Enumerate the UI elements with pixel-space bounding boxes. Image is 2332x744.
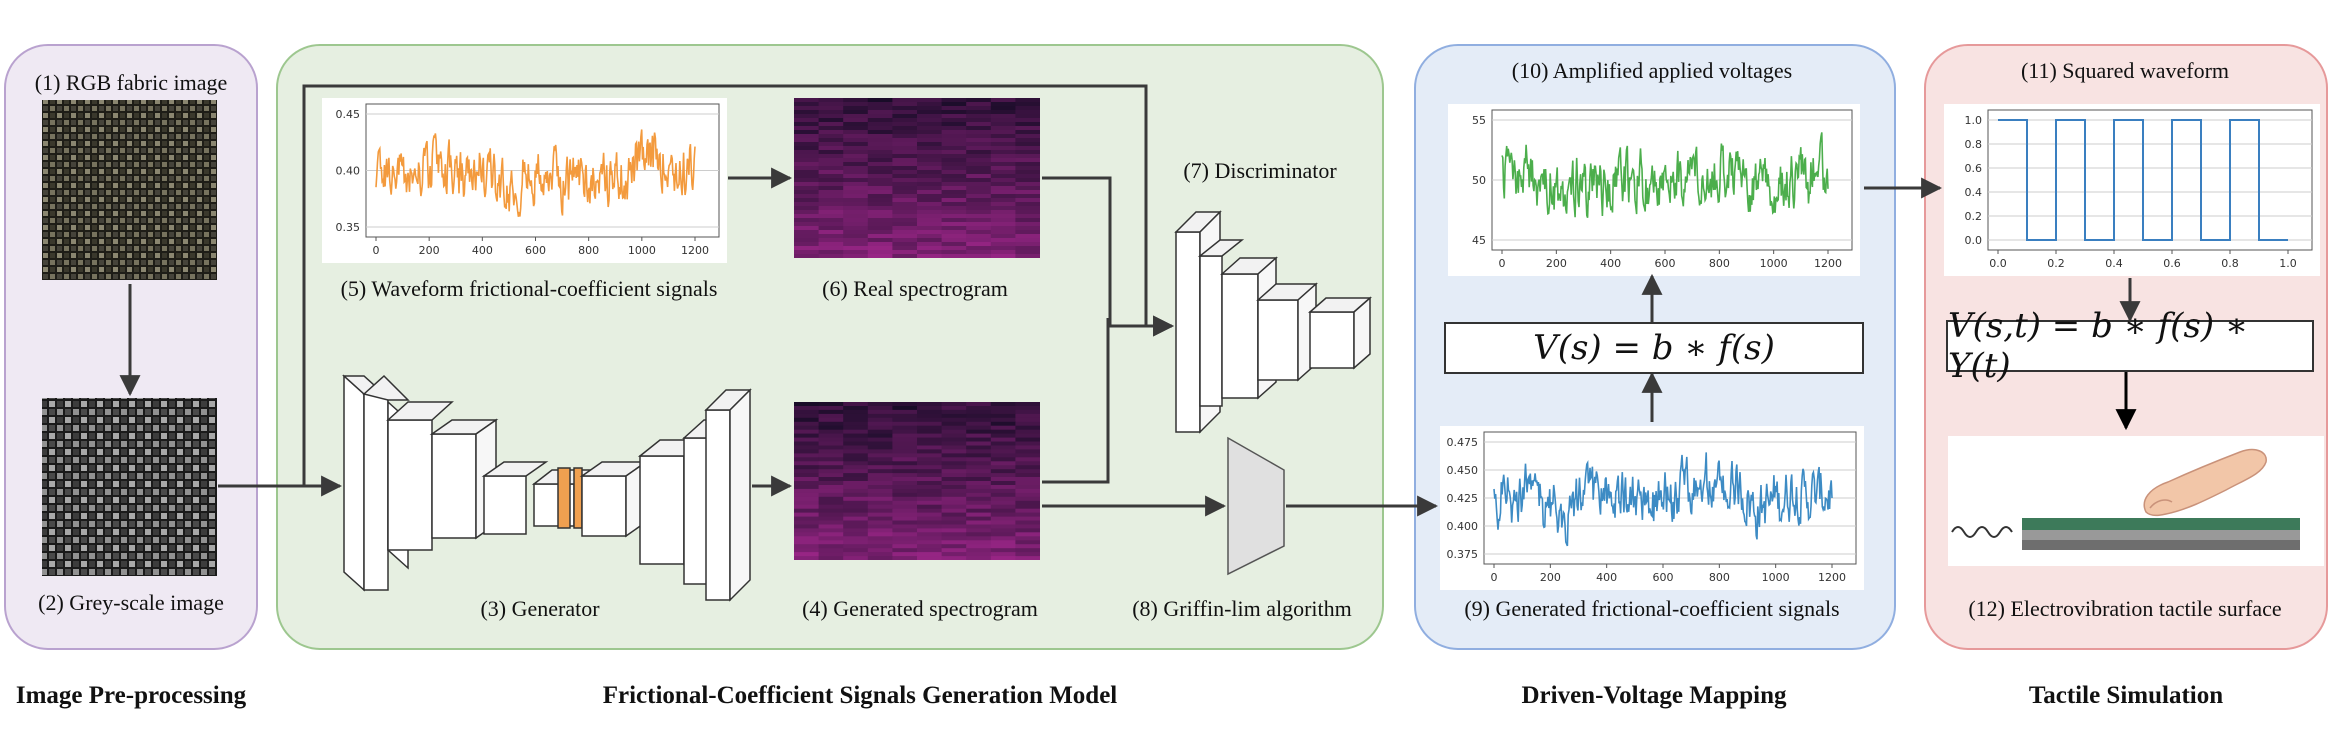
label-real-spectrogram: (6) Real spectrogram	[822, 276, 1008, 301]
label-generated-signals: (9) Generated frictional-coefficient sig…	[1464, 596, 1840, 621]
amplified-voltage-plot: 55 50 45 0 200 400 600 800 1000 1200	[1448, 104, 1860, 276]
y-tick-label: 50	[1472, 174, 1486, 187]
generator-network	[342, 374, 752, 602]
x-tick-label: 1.0	[2279, 257, 2297, 270]
x-tick-label: 800	[1709, 257, 1730, 270]
square-wave-line	[1998, 119, 2288, 241]
x-tick-label: 200	[1540, 571, 1561, 584]
y-tick-label: 1.0	[1965, 114, 1983, 127]
label-rgb-image: (1) RGB fabric image	[34, 70, 228, 95]
x-tick-label: 0.8	[2221, 257, 2239, 270]
x-tick-label: 0.4	[2105, 257, 2123, 270]
x-tick-label: 600	[1655, 257, 1676, 270]
x-tick-label: 200	[419, 244, 440, 257]
grey-scale-image	[42, 398, 217, 576]
y-tick-label: 0.40	[336, 165, 361, 178]
y-tick-label: 0.35	[336, 221, 361, 234]
x-tick-label: 800	[578, 244, 599, 257]
label-amplified-voltages: (10) Amplified applied voltages	[1511, 58, 1793, 83]
x-tick-label: 600	[525, 244, 546, 257]
signal-line	[1501, 132, 1829, 218]
x-tick-label: 1000	[1762, 571, 1790, 584]
section-title-generation: Frictional-Coefficient Signals Generatio…	[602, 682, 1118, 709]
x-tick-label: 0.0	[1989, 257, 2007, 270]
flow-arrows	[119, 84, 2141, 517]
y-tick-label: 0.475	[1447, 436, 1479, 449]
x-tick-label: 1000	[1760, 257, 1788, 270]
y-tick-label: 0.6	[1965, 162, 1983, 175]
y-tick-label: 0.450	[1447, 464, 1479, 477]
y-tick-label: 0.4	[1965, 186, 1983, 199]
label-generator: (3) Generator	[480, 596, 600, 621]
y-tick-label: 0.0	[1965, 234, 1983, 247]
x-tick-label: 400	[1600, 257, 1621, 270]
y-tick-label: 45	[1472, 234, 1486, 247]
label-waveform: (5) Waveform frictional-coefficient sign…	[340, 276, 718, 301]
x-tick-label: 0	[373, 244, 380, 257]
label-grey-image: (2) Grey-scale image	[38, 590, 224, 615]
x-tick-label: 400	[1596, 571, 1617, 584]
griffin-lim-block	[1227, 436, 1285, 576]
label-discriminator: (7) Discriminator	[1183, 158, 1337, 183]
voltage-mapping-equation: V(s) = b ∗ f(s)	[1444, 322, 1864, 374]
signal-line	[1493, 452, 1833, 547]
label-tactile-surface: (12) Electrovibration tactile surface	[1968, 596, 2282, 621]
x-tick-label: 400	[472, 244, 493, 257]
y-tick-label: 0.425	[1447, 492, 1479, 505]
y-tick-label: 0.375	[1447, 548, 1479, 561]
x-tick-label: 1200	[1814, 257, 1842, 270]
x-tick-label: 1000	[628, 244, 656, 257]
x-tick-label: 600	[1653, 571, 1674, 584]
finger-icon	[2143, 448, 2267, 517]
label-squared-waveform: (11) Squared waveform	[2020, 58, 2230, 83]
label-generated-spectrogram: (4) Generated spectrogram	[802, 596, 1038, 621]
label-griffin-lim: (8) Griffin-lim algorithm	[1132, 596, 1352, 621]
section-title-mapping: Driven-Voltage Mapping	[1521, 682, 1787, 709]
x-tick-label: 800	[1709, 571, 1730, 584]
x-tick-label: 0	[1499, 257, 1506, 270]
waveform-plot: 0.45 0.40 0.35 0 200 400 600 800 1000 1200	[322, 98, 727, 263]
signal-line	[375, 129, 696, 217]
electrovibration-surface	[1948, 436, 2324, 566]
y-tick-label: 55	[1472, 114, 1486, 127]
x-tick-label: 0	[1491, 571, 1498, 584]
generated-signals-plot: 0.475 0.450 0.425 0.400 0.375 0 200 400 600 800 10…	[1440, 426, 1864, 590]
y-tick-label: 0.8	[1965, 138, 1983, 151]
section-title-tactile: Tactile Simulation	[2028, 682, 2224, 709]
x-tick-label: 0.2	[2047, 257, 2065, 270]
rgb-fabric-image	[42, 100, 217, 280]
discriminator-network	[1174, 210, 1372, 434]
x-tick-label: 1200	[681, 244, 709, 257]
generated-spectrogram	[794, 402, 1040, 560]
x-tick-label: 0.6	[2163, 257, 2181, 270]
squared-waveform-plot: 1.0 0.8 0.6 0.4 0.2 0.0 0.0 0.2 0.4 0.6 0.8 1.0	[1944, 104, 2320, 276]
y-tick-label: 0.2	[1965, 210, 1983, 223]
y-tick-label: 0.45	[336, 108, 361, 121]
tactile-equation: V(s,t) = b ∗ f(s) ∗ Y(t)	[1946, 306, 2314, 386]
x-tick-label: 200	[1546, 257, 1567, 270]
section-title-preprocessing: Image Pre-processing	[15, 682, 247, 709]
y-tick-label: 0.400	[1447, 520, 1479, 533]
wave-symbol	[1951, 526, 2013, 538]
real-spectrogram	[794, 98, 1040, 258]
x-tick-label: 1200	[1818, 571, 1846, 584]
